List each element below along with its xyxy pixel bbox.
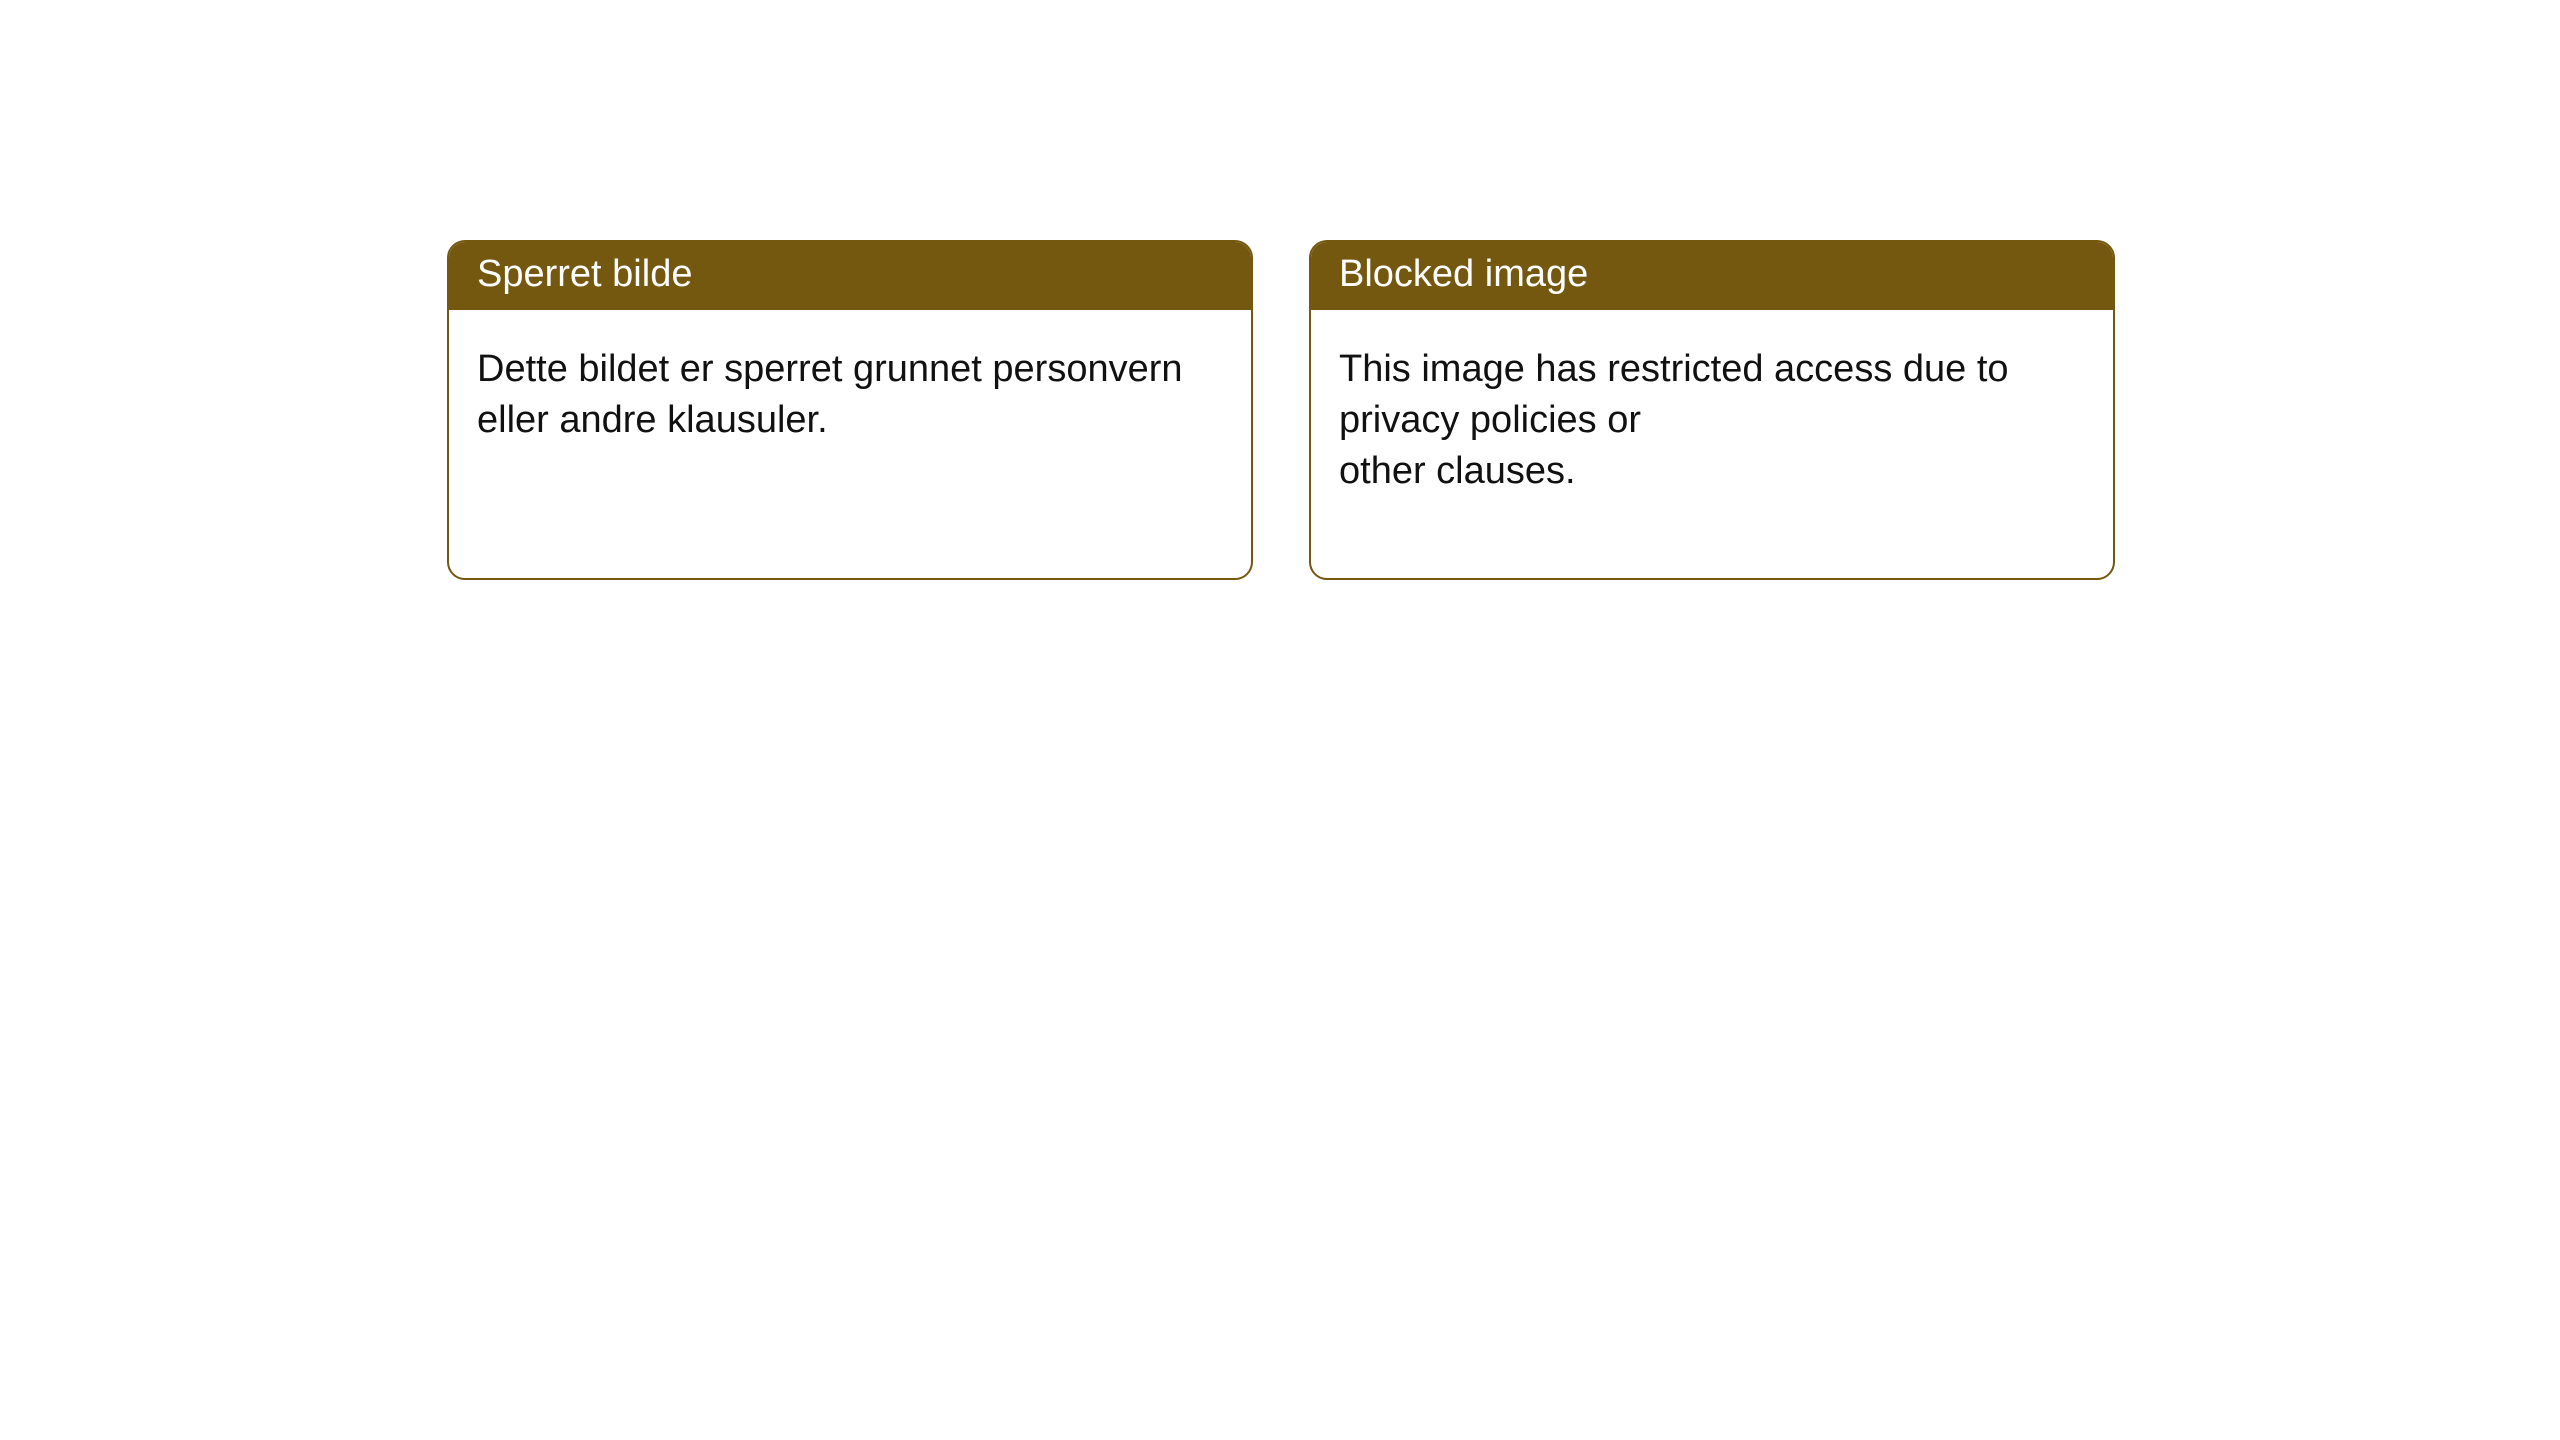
panel-body-en: This image has restricted access due to … (1311, 310, 2113, 578)
notice-panel-en: Blocked image This image has restricted … (1309, 240, 2115, 580)
notice-panel-no: Sperret bilde Dette bildet er sperret gr… (447, 240, 1253, 580)
viewport: { "colors": { "header_bg": "#745810", "b… (0, 0, 2560, 1440)
panel-title-en: Blocked image (1311, 242, 2113, 310)
panel-body-no: Dette bildet er sperret grunnet personve… (449, 310, 1251, 527)
notice-panels: Sperret bilde Dette bildet er sperret gr… (447, 240, 2115, 580)
panel-title-no: Sperret bilde (449, 242, 1251, 310)
